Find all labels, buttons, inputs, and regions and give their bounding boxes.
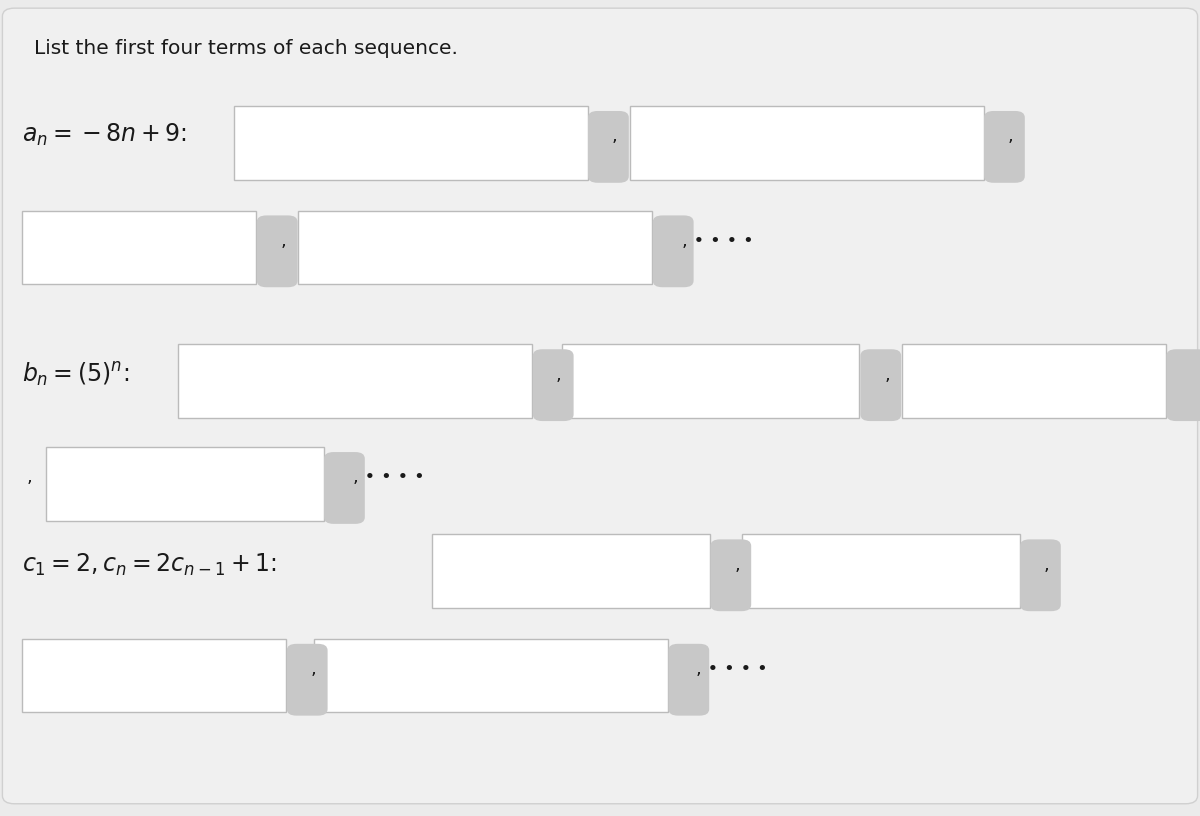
FancyBboxPatch shape <box>324 452 365 524</box>
FancyBboxPatch shape <box>22 639 286 712</box>
FancyBboxPatch shape <box>432 534 710 608</box>
Text: ,: , <box>26 468 32 486</box>
Text: , • • • •: , • • • • <box>696 660 768 678</box>
FancyBboxPatch shape <box>710 539 751 611</box>
Text: $c_1 = 2, c_n = 2c_{n-1} + 1$:: $c_1 = 2, c_n = 2c_{n-1} + 1$: <box>22 552 276 578</box>
Text: ,: , <box>281 232 287 250</box>
Text: List the first four terms of each sequence.: List the first four terms of each sequen… <box>34 39 457 58</box>
Text: ,: , <box>1044 556 1050 574</box>
FancyBboxPatch shape <box>742 534 1020 608</box>
Text: ,: , <box>1008 127 1014 145</box>
Text: ,: , <box>884 366 890 384</box>
Text: $b_n = (5)^n$:: $b_n = (5)^n$: <box>22 361 128 389</box>
Text: , • • • •: , • • • • <box>682 232 754 250</box>
FancyBboxPatch shape <box>668 644 709 716</box>
FancyBboxPatch shape <box>2 8 1198 804</box>
FancyBboxPatch shape <box>588 111 629 183</box>
FancyBboxPatch shape <box>234 106 588 180</box>
Text: ,: , <box>311 660 317 678</box>
FancyBboxPatch shape <box>533 349 574 421</box>
FancyBboxPatch shape <box>314 639 668 712</box>
FancyBboxPatch shape <box>902 344 1166 418</box>
FancyBboxPatch shape <box>653 215 694 287</box>
FancyBboxPatch shape <box>562 344 859 418</box>
FancyBboxPatch shape <box>984 111 1025 183</box>
Text: , • • • •: , • • • • <box>353 468 425 486</box>
FancyBboxPatch shape <box>178 344 532 418</box>
FancyBboxPatch shape <box>1020 539 1061 611</box>
Text: ,: , <box>734 556 740 574</box>
FancyBboxPatch shape <box>860 349 901 421</box>
Text: ,: , <box>612 127 618 145</box>
Text: $a_n = -8n + 9$:: $a_n = -8n + 9$: <box>22 122 186 148</box>
FancyBboxPatch shape <box>22 211 256 284</box>
FancyBboxPatch shape <box>287 644 328 716</box>
FancyBboxPatch shape <box>1166 349 1200 421</box>
Text: ,: , <box>556 366 562 384</box>
FancyBboxPatch shape <box>630 106 984 180</box>
FancyBboxPatch shape <box>298 211 652 284</box>
FancyBboxPatch shape <box>46 447 324 521</box>
FancyBboxPatch shape <box>257 215 298 287</box>
